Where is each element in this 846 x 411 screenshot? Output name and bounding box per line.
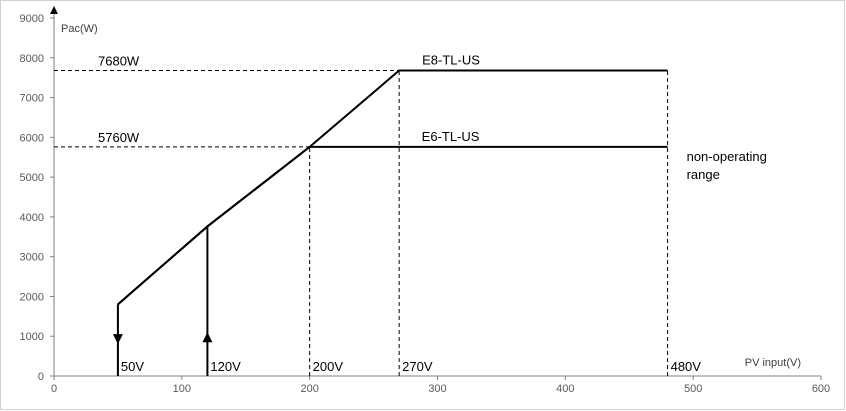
non-operating-range-label: range	[687, 167, 720, 182]
x-axis-title: PV input(V)	[745, 357, 801, 369]
x-tick-label: 0	[51, 383, 57, 395]
series-label-E8-TL-US: E8-TL-US	[422, 53, 480, 68]
y-tick-label: 0	[38, 371, 44, 383]
x-tick-label: 600	[812, 383, 830, 395]
x-tick-label: 300	[428, 383, 446, 395]
y-axis-arrowhead	[50, 6, 58, 14]
voltage-label-120V: 120V	[210, 359, 241, 374]
ref-label-5760W: 5760W	[98, 130, 140, 145]
y-tick-label: 9000	[20, 13, 44, 25]
series-line-E8-TL-US	[117, 69, 668, 306]
ref-label-7680W: 7680W	[98, 54, 140, 69]
y-tick-label: 8000	[20, 53, 44, 65]
y-axis-title: Pac(W)	[61, 23, 98, 35]
y-tick-label: 2000	[20, 291, 44, 303]
arrow-up-icon	[202, 332, 213, 343]
ref-label-270V: 270V	[402, 359, 433, 374]
x-tick-label: 400	[556, 383, 574, 395]
y-tick-label: 4000	[20, 212, 44, 224]
y-tick-label: 3000	[20, 252, 44, 264]
series-line-E6-TL-US	[117, 145, 668, 306]
voltage-label-50V: 50V	[121, 359, 144, 374]
ref-label-200V: 200V	[313, 359, 344, 374]
y-tick-label: 5000	[20, 172, 44, 184]
non-operating-range-label: non-operating	[687, 149, 767, 164]
arrow-down-icon	[112, 334, 123, 345]
y-tick-label: 7000	[20, 93, 44, 105]
x-tick-label: 500	[684, 383, 702, 395]
ref-label-480V: 480V	[671, 359, 702, 374]
y-tick-label: 1000	[20, 331, 44, 343]
x-tick-label: 200	[300, 383, 318, 395]
series-label-E6-TL-US: E6-TL-US	[422, 129, 480, 144]
x-tick-label: 100	[173, 383, 191, 395]
y-tick-label: 6000	[20, 132, 44, 144]
